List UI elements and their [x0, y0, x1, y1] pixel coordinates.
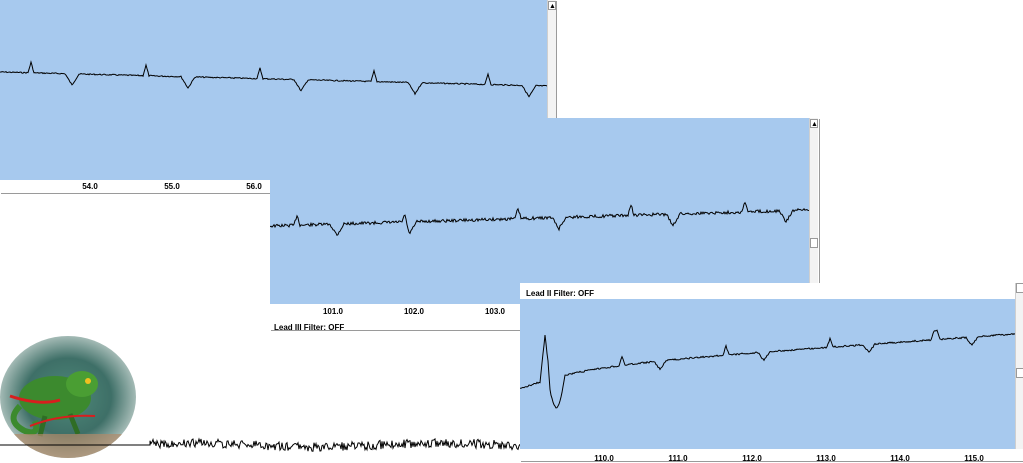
scrollbar-2[interactable]: ▲: [809, 118, 818, 304]
scroll-up-icon[interactable]: ▲: [548, 1, 556, 10]
x-tick-label: 54.0: [82, 182, 98, 191]
ecg-plot-3: [520, 299, 1015, 449]
ecg-line: [520, 329, 1015, 409]
x-tick-label: 103.0: [484, 307, 506, 316]
ecg-trace-3: [520, 329, 1015, 409]
ecg-window-1: ▲ 54.0 55.0 56.0: [0, 0, 556, 193]
lead-label-2: Lead III Filter: OFF: [274, 323, 345, 330]
ecg-window-3: Lead II Filter: OFF 110.0 111.0 112.0 113.0…: [520, 283, 1023, 463]
x-tick-label: 56.0: [246, 182, 262, 191]
ecg-line: [270, 201, 809, 237]
scroll-thumb[interactable]: [1016, 368, 1023, 378]
x-tick-label: 55.0: [164, 182, 180, 191]
scrollbar-1[interactable]: ▲: [547, 0, 556, 180]
ecg-trace-1: [0, 60, 547, 98]
scroll-thumb[interactable]: [1016, 283, 1023, 293]
lead-label-3: Lead II Filter: OFF: [526, 289, 595, 298]
ecg-line: [0, 60, 547, 98]
scroll-up-icon[interactable]: ▲: [810, 119, 818, 128]
x-tick-label: 114.0: [890, 454, 910, 463]
x-tick-label: 102.0: [403, 307, 425, 316]
x-tick-label: 112.0: [742, 454, 762, 463]
scrollbar-3[interactable]: [1015, 283, 1023, 449]
ecg-plot-2: [270, 118, 809, 304]
x-tick-label: 111.0: [668, 454, 688, 463]
x-tick-label: 115.0: [964, 454, 984, 463]
bottom-ecg-strip: [0, 437, 520, 452]
x-tick-label: 101.0: [322, 307, 344, 316]
x-tick-label: 113.0: [816, 454, 836, 463]
x-tick-label: 110.0: [594, 454, 614, 463]
ecg-line: [0, 437, 520, 452]
scroll-thumb[interactable]: [810, 238, 818, 248]
ecg-trace-2: [270, 201, 809, 237]
